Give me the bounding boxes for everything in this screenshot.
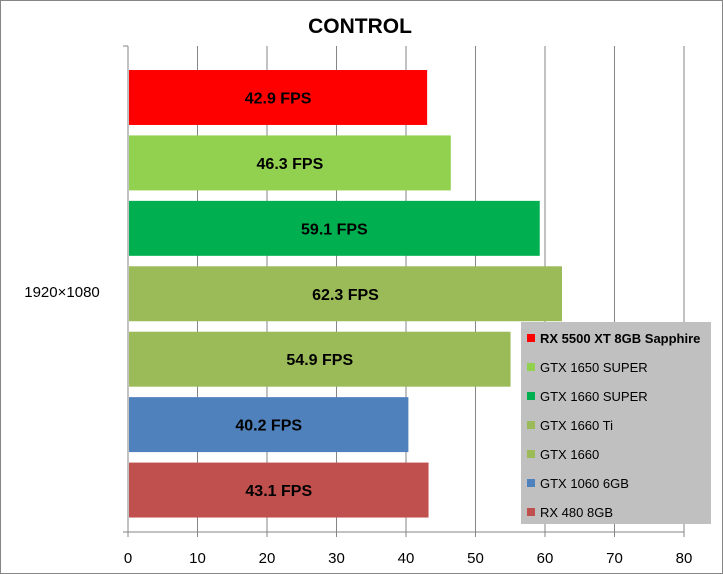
legend-swatch bbox=[527, 334, 535, 342]
legend: RX 5500 XT 8GB Sapphire GTX 1650 SUPER GTX… bbox=[521, 322, 711, 524]
bar-value-label: 54.9 FPS bbox=[286, 352, 353, 369]
legend-entry: GTX 1650 SUPER bbox=[540, 360, 648, 375]
x-tick-label: 60 bbox=[537, 550, 554, 567]
legend-entry: GTX 1060 6GB bbox=[540, 476, 629, 491]
legend-swatch bbox=[527, 450, 535, 458]
bars: 42.9 FPS 46.3 FPS 59.1 FPS 62.3 FPS 54.9 FPS… bbox=[129, 70, 562, 518]
bar-value-label: 40.2 FPS bbox=[235, 418, 302, 435]
legend-swatch bbox=[527, 479, 535, 487]
x-tick-label: 10 bbox=[189, 550, 206, 567]
bar-value-label: 59.1 FPS bbox=[301, 221, 368, 238]
legend-entry: GTX 1660 Ti bbox=[540, 418, 613, 433]
x-tick-label: 0 bbox=[124, 550, 132, 567]
bar bbox=[129, 266, 562, 322]
legend-entry: GTX 1660 SUPER bbox=[540, 389, 648, 404]
legend-entry: GTX 1660 bbox=[540, 447, 599, 462]
bar bbox=[129, 135, 451, 191]
x-tick-label: 20 bbox=[259, 550, 276, 567]
bar bbox=[129, 397, 409, 453]
bar bbox=[129, 462, 429, 518]
x-tick-label: 40 bbox=[398, 550, 415, 567]
legend-swatch bbox=[527, 363, 535, 371]
legend-box bbox=[521, 322, 711, 524]
bar-value-label: 46.3 FPS bbox=[257, 156, 324, 173]
legend-swatch bbox=[527, 421, 535, 429]
y-category-label: 1920×1080 bbox=[24, 284, 100, 301]
bar-value-label: 42.9 FPS bbox=[245, 90, 312, 107]
bar bbox=[129, 331, 511, 387]
bar-value-label: 43.1 FPS bbox=[245, 483, 312, 500]
chart-title: CONTROL bbox=[308, 15, 412, 38]
bar-value-label: 62.3 FPS bbox=[312, 287, 379, 304]
bar bbox=[129, 70, 428, 125]
axes: 0 10 20 30 40 50 60 70 80 bbox=[123, 45, 693, 567]
legend-swatch bbox=[527, 392, 535, 400]
bar bbox=[129, 200, 540, 256]
x-tick-label: 30 bbox=[328, 550, 345, 567]
x-tick-label: 80 bbox=[676, 550, 693, 567]
legend-entry: RX 480 8GB bbox=[540, 505, 613, 520]
x-tick-label: 70 bbox=[606, 550, 623, 567]
legend-entry: RX 5500 XT 8GB Sapphire bbox=[540, 331, 700, 346]
x-tick-label: 50 bbox=[467, 550, 484, 567]
legend-swatch bbox=[527, 508, 535, 516]
